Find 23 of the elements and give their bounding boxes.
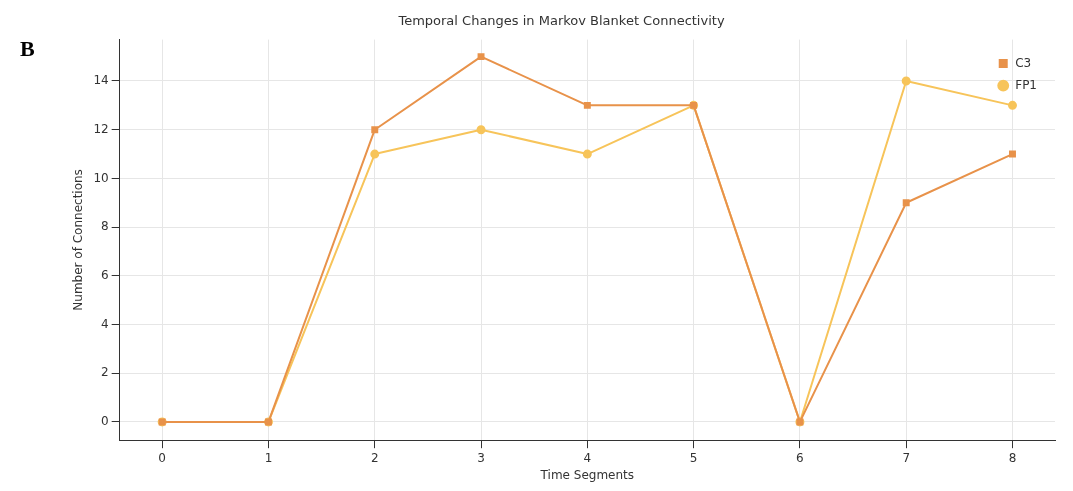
x-tick-label: 5 [689,450,698,465]
legend-label: C3 [1015,55,1032,70]
y-tick-label: 8 [101,219,109,234]
y-tick-label: 4 [101,316,109,331]
x-tick-label: 0 [158,450,166,465]
y-tick-label: 2 [101,365,109,380]
x-tick-label: 7 [902,450,911,465]
legend-label: FP1 [1015,77,1038,92]
y-tick-label: 10 [93,170,109,185]
x-tick-label: 8 [1008,450,1017,465]
y-tick-label: 14 [93,73,109,88]
y-tick-label: 0 [101,414,109,429]
x-axis-title: Time Segments [539,467,635,482]
chart-title: Temporal Changes in Markov Blanket Connectivity [397,13,725,29]
x-tick-label: 1 [264,450,273,465]
x-tick-label: 3 [477,450,485,465]
text: B [20,36,35,62]
y-tick-label: 12 [93,121,109,136]
y-axis-title: Number of Connections [71,169,86,311]
x-tick-label: 2 [370,450,379,465]
x-tick-label: 4 [583,450,592,465]
x-tick-label: 6 [796,450,804,465]
y-tick-label: 6 [101,267,109,282]
